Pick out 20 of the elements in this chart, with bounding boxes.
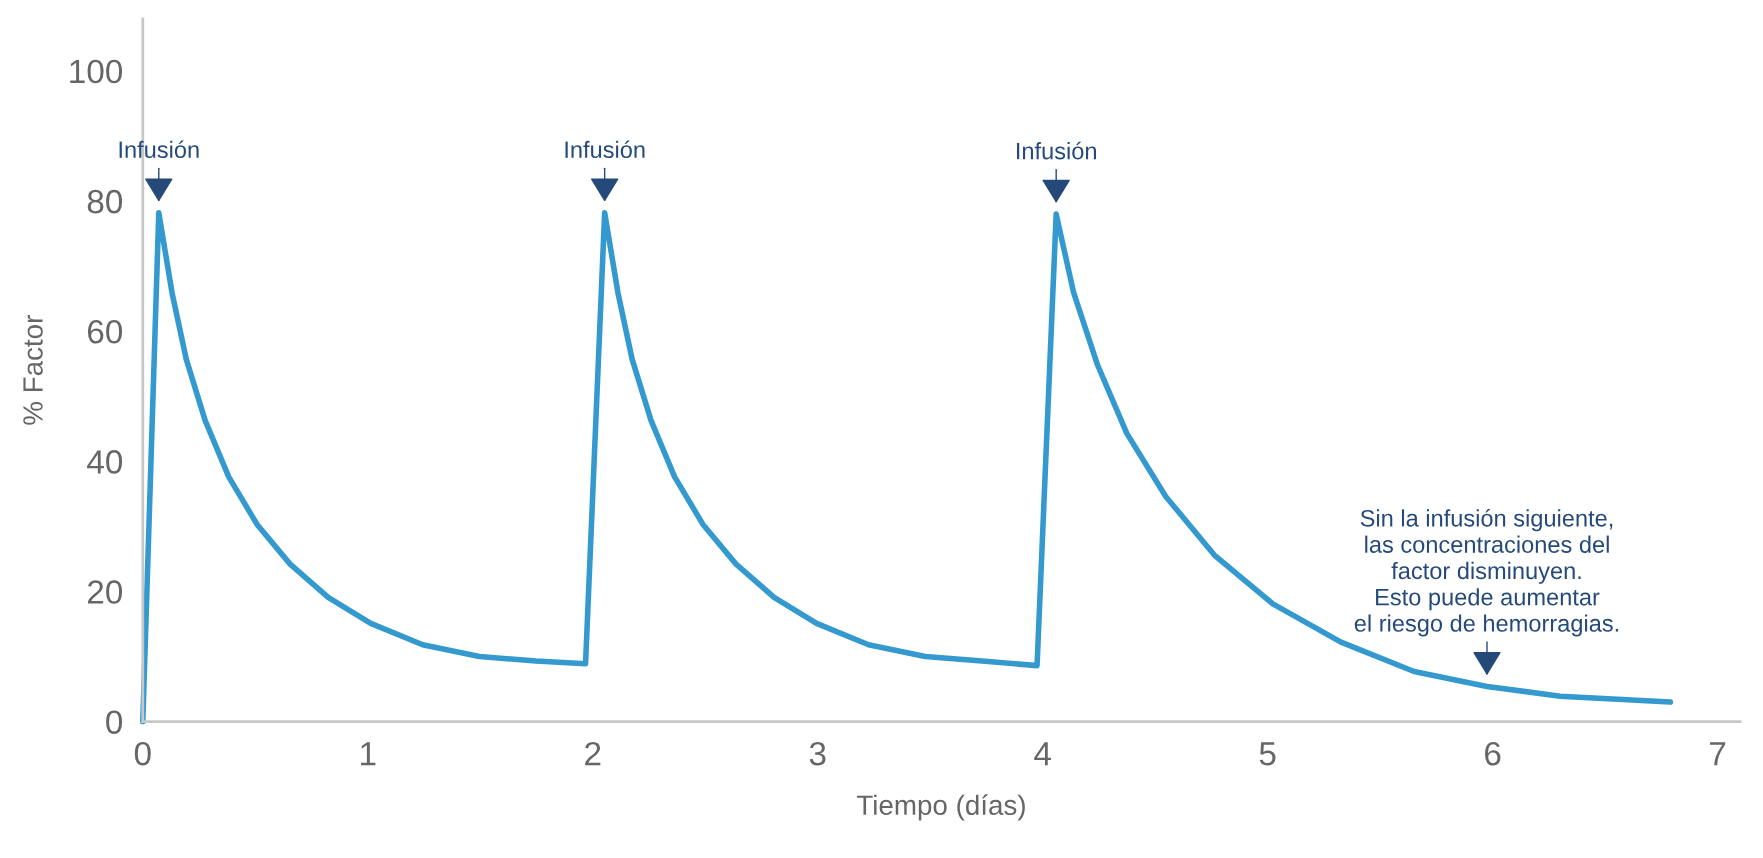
x-tick-label: 1 — [361, 742, 376, 766]
annotation: Sin la infusión siguiente, las concentraciones del factor disminuyen. Esto puede aumentar el riesgo de hemorragias. — [1354, 509, 1619, 637]
annotation: Infusión — [565, 140, 645, 159]
x-tick-label: 7 — [1710, 742, 1726, 766]
annotation: Infusión — [119, 140, 199, 159]
x-tick-label: 6 — [1485, 741, 1501, 766]
y-tick-label: 0 — [106, 710, 123, 734]
x-axis-title: Tiempo (días) — [856, 794, 1025, 821]
x-tick-label: 3 — [809, 741, 826, 766]
x-tick-label: 5 — [1259, 742, 1276, 766]
x-tick-label: 2 — [585, 741, 601, 766]
y-tick-label: 40 — [87, 450, 123, 474]
y-tick-label: 20 — [87, 580, 123, 604]
annotation: Infusión — [1017, 141, 1096, 160]
y-tick-label: 100 — [70, 59, 123, 84]
y-tick-label: 80 — [87, 189, 123, 214]
y-tick-label: 60 — [87, 319, 123, 344]
x-tick-label: 0 — [134, 741, 151, 766]
y-axis-title: % Factor — [23, 315, 43, 425]
x-tick-label: 4 — [1034, 742, 1051, 766]
